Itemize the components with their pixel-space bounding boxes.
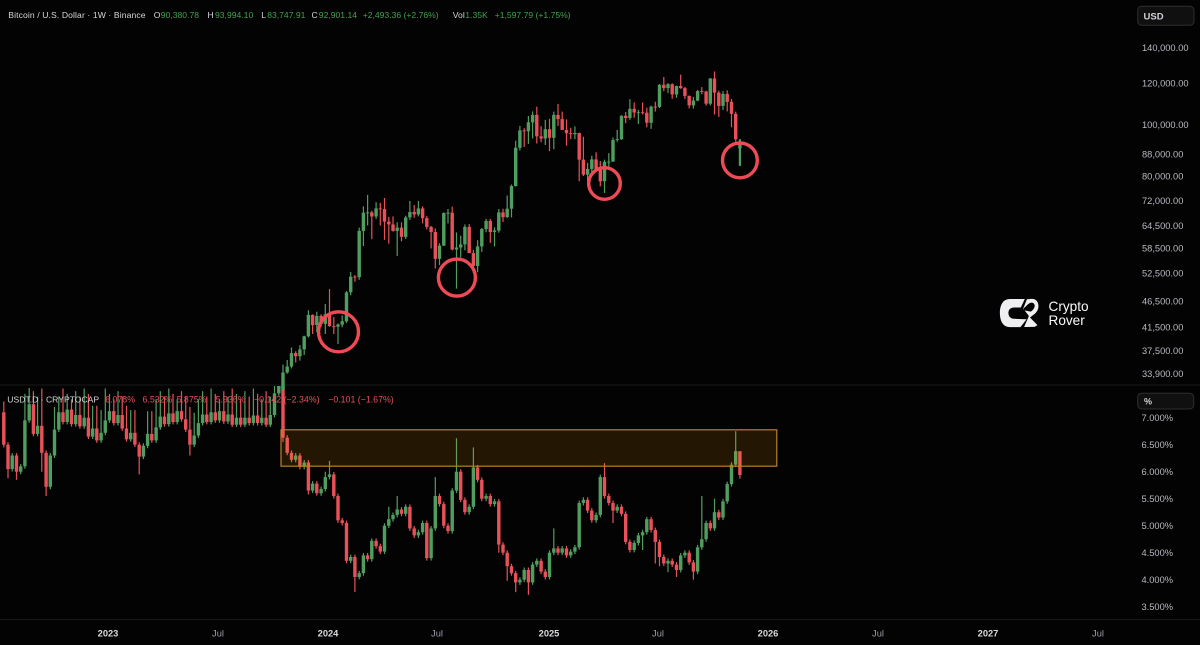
svg-text:4.500%: 4.500%	[1142, 548, 1174, 558]
svg-text:−0.101 (−1.67%): −0.101 (−1.67%)	[328, 395, 394, 405]
svg-text:4.000%: 4.000%	[1142, 575, 1174, 585]
svg-text:5.500%: 5.500%	[1142, 494, 1174, 504]
svg-text:83,747.91: 83,747.91	[267, 10, 305, 20]
svg-text:88,000.00: 88,000.00	[1142, 150, 1183, 160]
svg-text:5.000%: 5.000%	[1142, 521, 1174, 531]
svg-text:2025: 2025	[539, 629, 560, 639]
svg-text:41,500.00: 41,500.00	[1142, 323, 1183, 333]
svg-text:H: H	[208, 10, 214, 20]
svg-text:5.875%: 5.875%	[177, 395, 207, 405]
svg-text:Jul: Jul	[431, 629, 443, 639]
svg-text:2024: 2024	[318, 629, 340, 639]
svg-text:USD: USD	[1144, 11, 1164, 22]
svg-text:33,900.00: 33,900.00	[1142, 369, 1183, 379]
svg-text:−0.142 (−2.34%): −0.142 (−2.34%)	[254, 395, 320, 405]
svg-text:Bitcoin / U.S. Dollar · 1W · B: Bitcoin / U.S. Dollar · 1W · Binance	[8, 10, 145, 20]
svg-text:6.000%: 6.000%	[1142, 467, 1174, 477]
svg-text:6.500%: 6.500%	[1142, 440, 1174, 450]
svg-text:92,901.14: 92,901.14	[319, 10, 357, 20]
svg-text:1.35: 1.35	[465, 10, 482, 20]
svg-text:72,000.00: 72,000.00	[1142, 196, 1183, 206]
svg-text:58,500.00: 58,500.00	[1142, 244, 1183, 254]
svg-text:2027: 2027	[978, 629, 999, 639]
svg-text:7.000%: 7.000%	[1142, 413, 1174, 423]
svg-text:Jul: Jul	[1092, 629, 1104, 639]
svg-text:52,500.00: 52,500.00	[1142, 268, 1183, 278]
svg-text:80,000.00: 80,000.00	[1142, 172, 1183, 182]
svg-text:Crypto: Crypto	[1049, 299, 1089, 314]
svg-text:C: C	[312, 10, 318, 20]
svg-text:Jul: Jul	[212, 629, 224, 639]
svg-text:37,500.00: 37,500.00	[1142, 346, 1183, 356]
svg-text:93,994.10: 93,994.10	[215, 10, 253, 20]
svg-text:Vol: Vol	[453, 10, 465, 20]
svg-text:90,380.78: 90,380.78	[161, 10, 199, 20]
svg-text:2023: 2023	[98, 629, 119, 639]
svg-text:K: K	[482, 10, 488, 20]
svg-text:+2,493.36 (+2.76%): +2,493.36 (+2.76%)	[363, 10, 439, 20]
svg-text:64,500.00: 64,500.00	[1142, 221, 1183, 231]
svg-text:46,500.00: 46,500.00	[1142, 296, 1183, 306]
svg-text:USDT.D · CRYPTOCAP: USDT.D · CRYPTOCAP	[7, 395, 99, 405]
svg-text:3.500%: 3.500%	[1142, 602, 1174, 612]
svg-text:6.532%: 6.532%	[143, 395, 173, 405]
svg-text:+1,597.79 (+1.75%): +1,597.79 (+1.75%)	[495, 10, 571, 20]
svg-text:100,000.00: 100,000.00	[1142, 120, 1189, 130]
svg-text:%: %	[1144, 397, 1152, 407]
svg-text:Rover: Rover	[1049, 313, 1086, 328]
svg-text:120,000.00: 120,000.00	[1142, 78, 1189, 88]
svg-text:5.936%: 5.936%	[216, 395, 246, 405]
svg-text:Jul: Jul	[872, 629, 884, 639]
svg-text:O: O	[154, 10, 161, 20]
svg-text:2026: 2026	[758, 629, 779, 639]
svg-text:140,000.00: 140,000.00	[1142, 43, 1189, 53]
svg-text:L: L	[261, 10, 266, 20]
svg-text:Jul: Jul	[652, 629, 664, 639]
svg-text:6.078%: 6.078%	[105, 395, 135, 405]
